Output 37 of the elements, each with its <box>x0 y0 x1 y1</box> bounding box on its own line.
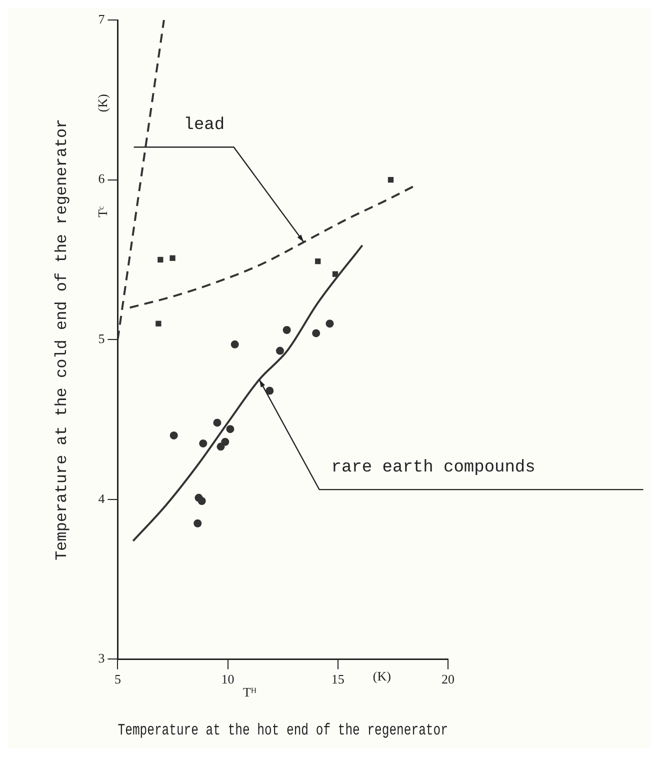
point <box>198 497 206 505</box>
point <box>194 519 202 528</box>
y-tick-label: 6 <box>98 171 106 186</box>
x-axis-title: Temperature at the hot end of the regenerator <box>118 722 448 740</box>
point <box>230 340 239 348</box>
point <box>170 431 178 440</box>
y-tick-label: 7 <box>98 11 106 26</box>
point <box>226 425 234 434</box>
y-tick-label: 3 <box>98 650 105 666</box>
x-tick-label: 15 <box>331 671 344 686</box>
point <box>315 258 321 264</box>
point <box>156 320 162 326</box>
y-tick-label: 4 <box>98 490 106 506</box>
point <box>158 256 164 263</box>
text: lead <box>184 116 225 136</box>
point <box>276 346 284 355</box>
text: Tᶜ <box>95 205 110 218</box>
x-tick-label: 10 <box>221 671 234 686</box>
x-tick-label: 20 <box>442 671 454 686</box>
line-series <box>128 185 415 309</box>
x-tick-label: 5 <box>114 671 121 686</box>
text: Tᴴ <box>242 684 257 700</box>
point <box>266 386 274 395</box>
point <box>326 320 334 328</box>
point <box>332 271 338 277</box>
point <box>199 439 208 448</box>
point <box>213 418 222 427</box>
text: (K) <box>95 94 110 112</box>
point <box>170 255 176 261</box>
y-tick-label: 5 <box>98 331 105 346</box>
point <box>282 326 291 334</box>
text: (K) <box>372 668 391 684</box>
point <box>388 176 394 183</box>
y-axis-title: Temperature at the cold end of the regenerator <box>52 118 71 560</box>
point <box>221 438 230 446</box>
text: rare earth compounds <box>331 458 536 478</box>
point <box>312 329 320 338</box>
